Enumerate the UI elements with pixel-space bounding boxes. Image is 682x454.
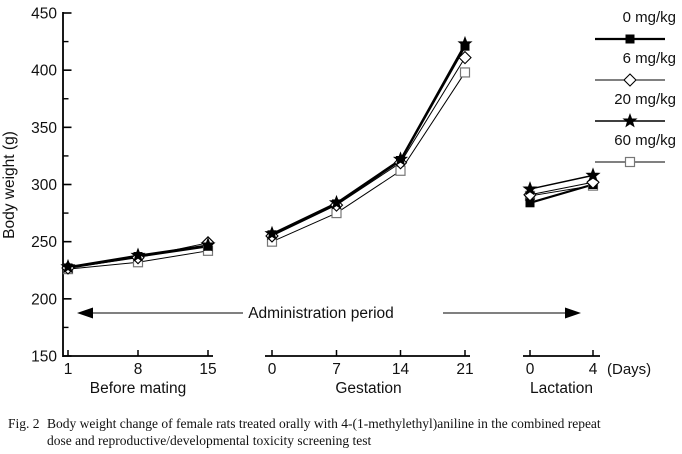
legend-label-0-mg-kg: 0 mg/kg <box>623 9 676 26</box>
data-point-0-mg-kg <box>525 198 535 208</box>
data-point-20-mg-kg <box>60 258 76 274</box>
data-point-60-mg-kg <box>459 67 471 78</box>
series-line-20-mg-kg <box>529 174 594 190</box>
legend-marker-open-square <box>624 156 636 168</box>
days-unit-label: (Days) <box>607 361 651 378</box>
x-tick-label: 8 <box>134 361 143 378</box>
x-tick-label: 0 <box>526 361 535 378</box>
caption-label: Fig. 2 <box>8 416 40 431</box>
data-point-20-mg-kg <box>264 225 280 241</box>
data-point-20-mg-kg <box>585 167 601 182</box>
figure-caption: Fig. 2 Body weight change of female rats… <box>0 415 682 450</box>
x-tick-label: 1 <box>64 361 73 378</box>
caption-line-2: dose and reproductive/developmental toxi… <box>47 433 372 449</box>
y-tick-label: 150 <box>31 349 57 366</box>
x-tick-label: 4 <box>589 361 598 378</box>
legend-marker-filled-square <box>625 34 635 44</box>
x-tick-label: 14 <box>392 361 410 378</box>
data-point-20-mg-kg <box>457 35 473 51</box>
x-tick-label: 7 <box>332 361 341 378</box>
legend-marker-open-diamond <box>623 73 637 87</box>
y-tick-label: 350 <box>31 120 57 137</box>
data-point-6-mg-kg <box>458 50 472 65</box>
segment-label: Gestation <box>335 380 401 397</box>
legend-label-60-mg-kg: 60 mg/kg <box>614 132 676 149</box>
series-line-6-mg-kg <box>529 181 594 196</box>
y-tick-label: 400 <box>31 63 57 80</box>
series-line-6-mg-kg <box>271 57 466 237</box>
series-line-20-mg-kg <box>271 43 466 235</box>
legend-marker-filled-star <box>622 113 638 128</box>
series-line-60-mg-kg <box>271 72 466 243</box>
x-tick-label: 0 <box>268 361 277 378</box>
administration-period-label: Administration period <box>248 305 394 322</box>
legend-label-20-mg-kg: 20 mg/kg <box>614 91 676 108</box>
data-point-20-mg-kg <box>328 194 345 210</box>
series-line-0-mg-kg <box>529 183 594 204</box>
segment-label: Before mating <box>90 380 187 397</box>
admin-arrow-right-head <box>565 307 581 319</box>
caption-line-1: Body weight change of female rats treate… <box>47 416 601 431</box>
legend-label-6-mg-kg: 6 mg/kg <box>623 50 676 67</box>
y-tick-label: 200 <box>31 291 57 308</box>
data-point-20-mg-kg <box>392 151 409 166</box>
x-tick-label: 21 <box>456 361 473 378</box>
y-tick-label: 300 <box>31 177 57 194</box>
data-point-20-mg-kg <box>522 181 538 196</box>
y-tick-label: 450 <box>31 6 57 23</box>
data-point-20-mg-kg <box>130 247 146 262</box>
y-axis-title: Body weight (g) <box>1 131 18 239</box>
y-tick-label: 250 <box>31 234 57 251</box>
segment-label: Lactation <box>530 380 593 397</box>
x-tick-label: 15 <box>199 361 216 378</box>
caption-text: Body weight change of female rats treate… <box>47 415 676 450</box>
data-point-20-mg-kg <box>200 237 216 252</box>
admin-arrow-left-head <box>77 307 93 319</box>
series-line-0-mg-kg <box>271 45 466 236</box>
